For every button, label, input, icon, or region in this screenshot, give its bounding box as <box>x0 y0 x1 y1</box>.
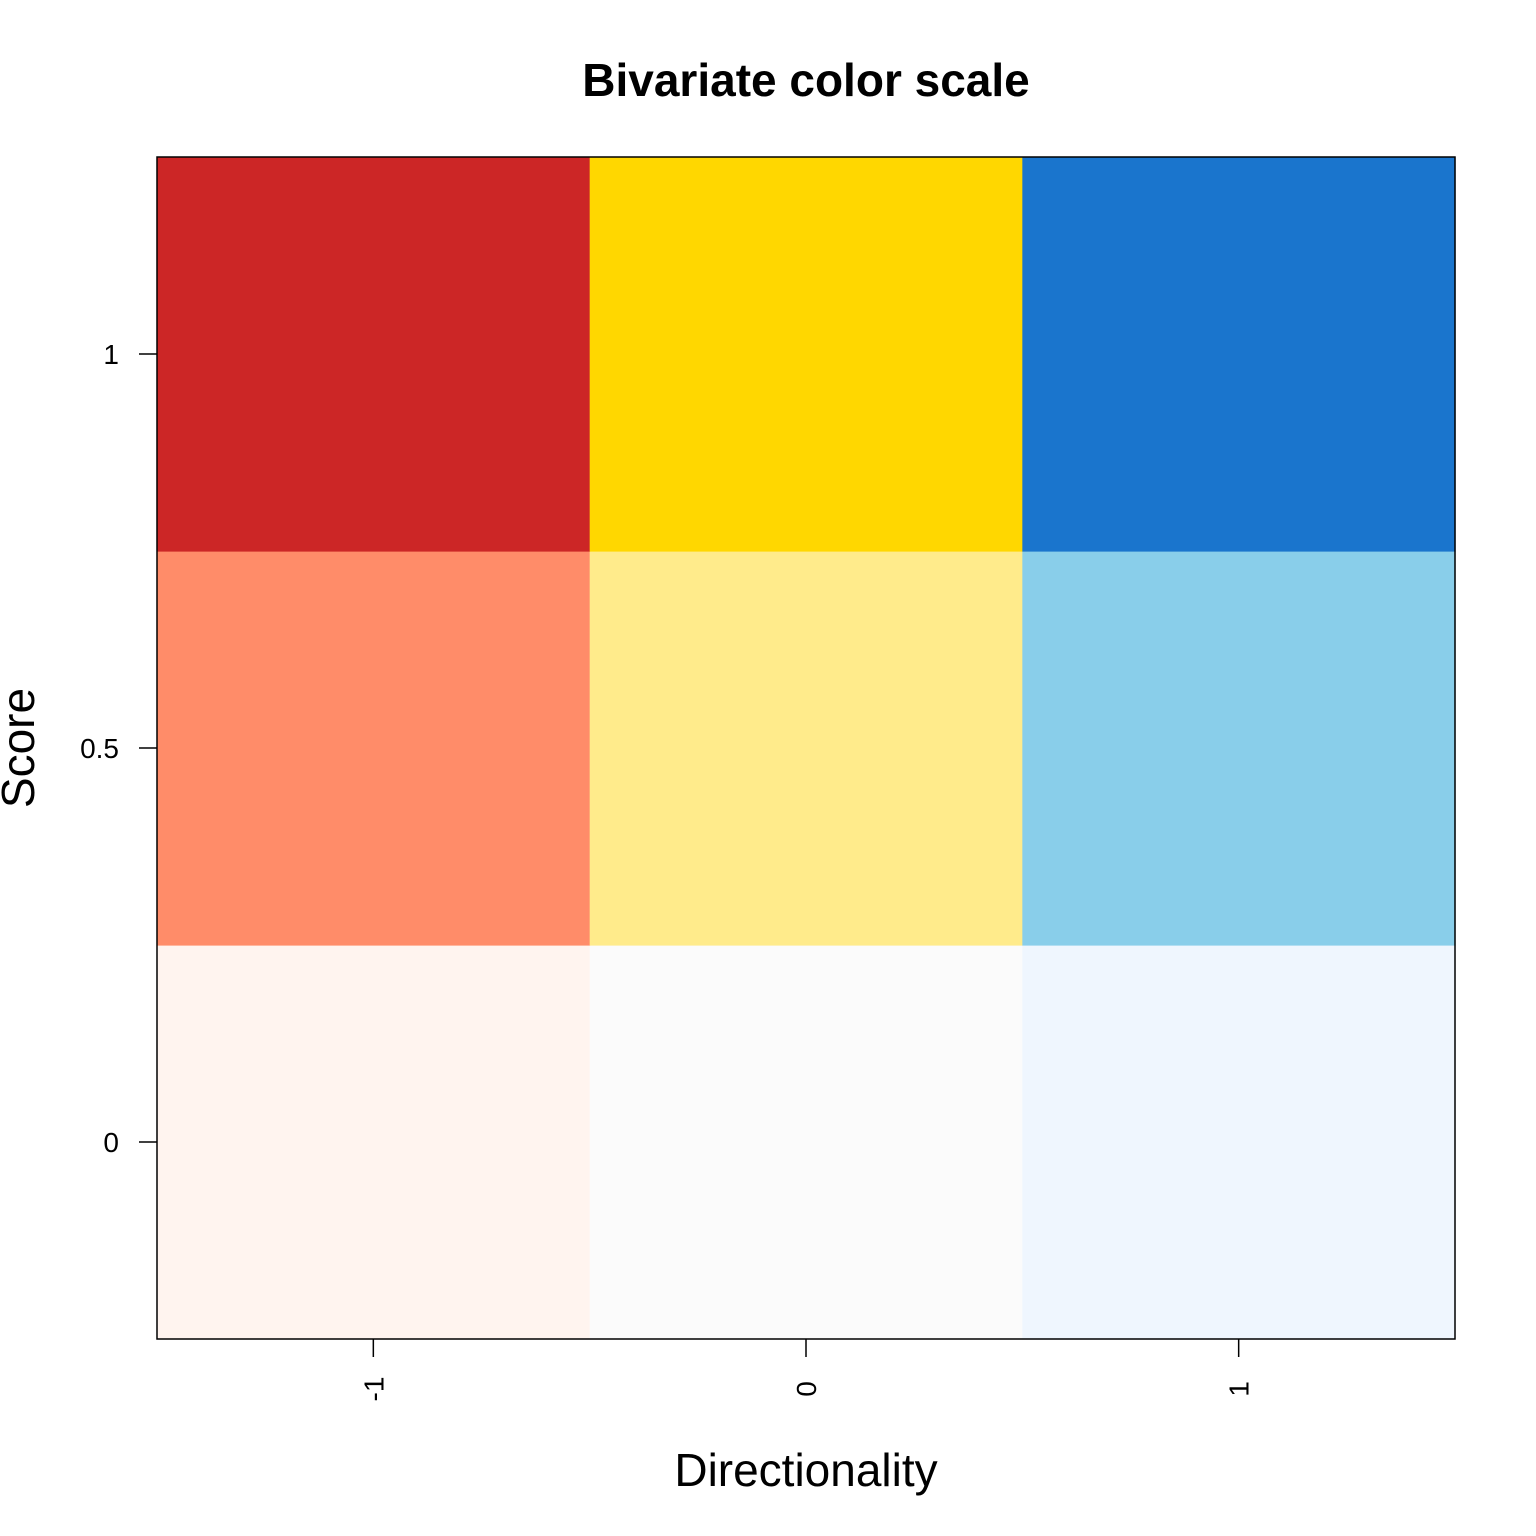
heatmap-cell <box>589 157 1023 552</box>
heatmap-cell <box>589 551 1023 946</box>
y-axis-title: Score <box>0 688 44 808</box>
x-tick-label: 0 <box>791 1381 822 1397</box>
heatmap-cell <box>1022 157 1456 552</box>
chart-title: Bivariate color scale <box>582 54 1029 106</box>
heatmap-cell <box>589 945 1023 1340</box>
y-axis: 00.51 <box>80 339 157 1158</box>
heatmap-cell <box>157 157 591 552</box>
x-tick-label: 1 <box>1224 1381 1255 1397</box>
y-tick-label: 0.5 <box>80 733 119 764</box>
heatmap-cell <box>1022 945 1456 1340</box>
heatmap-cells <box>157 157 1456 1340</box>
heatmap-cell <box>1022 551 1456 946</box>
heatmap-cell <box>157 551 591 946</box>
y-tick-label: 0 <box>103 1127 119 1158</box>
x-axis-title: Directionality <box>674 1444 937 1496</box>
x-axis: -1 0 1 <box>358 1339 1255 1402</box>
y-tick-label: 1 <box>103 339 119 370</box>
x-tick-label: -1 <box>358 1377 389 1402</box>
heatmap-cell <box>157 945 591 1340</box>
